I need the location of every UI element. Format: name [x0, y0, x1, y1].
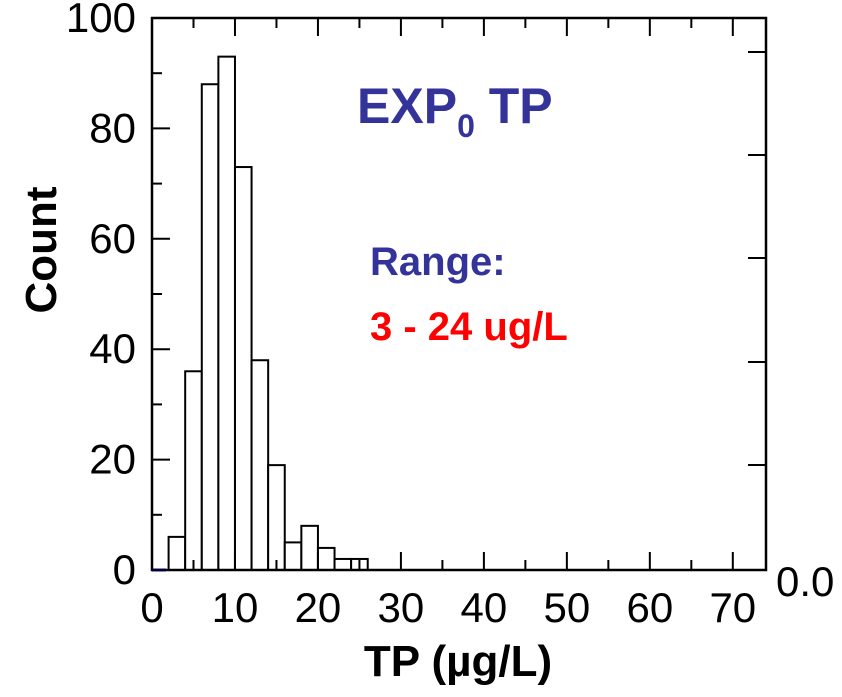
histogram-bar: [300, 524, 319, 572]
y-tick-label: 60: [89, 215, 136, 262]
histogram-bar: [217, 55, 236, 571]
y-tick-label: 40: [89, 325, 136, 372]
y-axis-title: Count: [17, 186, 66, 313]
x-tick-label: 0: [140, 584, 163, 631]
histogram-bar: [316, 546, 336, 571]
histogram-bar: [333, 557, 353, 572]
x-tick-label: 10: [212, 584, 259, 631]
bars-layer: [167, 55, 369, 572]
chart-annotation-title: EXP0 TP: [357, 78, 553, 144]
tick-labels: 0 10 20 30 40 50 60 70 0 20 40 60 80 100: [66, 0, 756, 631]
x-tick-label: 30: [378, 584, 425, 631]
histogram-bar: [233, 166, 253, 571]
x-axis-title: TP (µg/L): [364, 637, 552, 686]
y-tick-label: 80: [89, 104, 136, 151]
y-tick-label: 100: [66, 0, 136, 41]
axis-ticks: [151, 17, 766, 571]
histogram-bar: [283, 541, 303, 572]
x-tick-label: 60: [626, 584, 673, 631]
range-label: Range:: [370, 240, 506, 284]
histogram-bar: [267, 464, 286, 571]
y-tick-label: 0: [113, 546, 136, 593]
title-subscript: 0: [457, 108, 475, 144]
x-tick-label: 50: [544, 584, 591, 631]
histogram-bar: [167, 535, 187, 572]
title-suffix: TP: [475, 78, 553, 134]
histogram-bar: [250, 359, 270, 571]
histogram-bar: [184, 370, 203, 571]
y-tick-label: 20: [89, 436, 136, 483]
x-tick-label: 70: [709, 584, 756, 631]
histogram-bar: [200, 83, 220, 572]
title-main: EXP: [357, 78, 457, 134]
range-value: 3 - 24 ug/L: [370, 305, 568, 349]
x-tick-label: 40: [461, 584, 508, 631]
right-axis-label: 0.0: [776, 558, 834, 605]
x-tick-label: 20: [295, 584, 342, 631]
